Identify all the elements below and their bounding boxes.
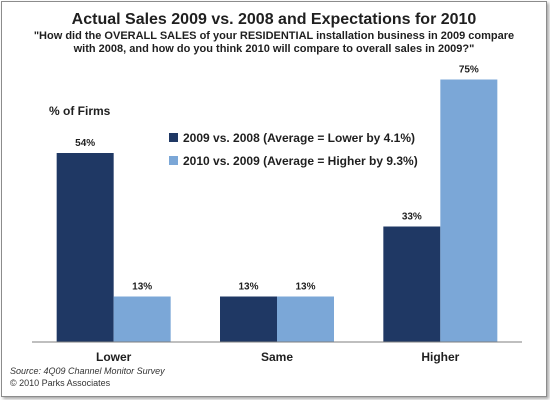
legend-swatch-series-1 bbox=[169, 133, 178, 142]
bar-same-series-1 bbox=[220, 296, 277, 342]
y-axis-label: % of Firms bbox=[49, 104, 111, 118]
data-label-same-series-1: 13% bbox=[238, 282, 258, 293]
bar-higher-series-1 bbox=[383, 226, 441, 342]
x-tick-label-same: Same bbox=[261, 350, 293, 364]
bar-lower-series-1 bbox=[56, 153, 114, 342]
chart-subtitle-line-1: "How did the OVERALL SALES of your RESID… bbox=[34, 30, 514, 42]
data-label-higher-series-1: 33% bbox=[402, 212, 422, 223]
data-label-same-series-2: 13% bbox=[295, 282, 315, 293]
data-label-higher-series-2: 75% bbox=[459, 65, 479, 76]
bar-lower-series-2 bbox=[113, 296, 171, 342]
legend-swatch-series-2 bbox=[169, 156, 178, 165]
legend: 2009 vs. 2008 (Average = Lower by 4.1%) … bbox=[169, 131, 418, 168]
chart-subtitle-line-2: with 2008, and how do you think 2010 wil… bbox=[73, 43, 475, 55]
data-labels-group: 54% 13% 13% 13% 33% 75% bbox=[75, 65, 479, 293]
data-label-lower-series-2: 13% bbox=[132, 282, 152, 293]
legend-label-series-1: 2009 vs. 2008 (Average = Lower by 4.1%) bbox=[183, 131, 415, 145]
x-tick-labels: Lower Same Higher bbox=[96, 350, 460, 364]
x-tick-label-higher: Higher bbox=[421, 350, 459, 364]
bar-same-series-2 bbox=[277, 296, 334, 342]
x-tick-label-lower: Lower bbox=[96, 350, 132, 364]
chart-title: Actual Sales 2009 vs. 2008 and Expectati… bbox=[72, 11, 477, 28]
copyright-note: © 2010 Parks Associates bbox=[10, 378, 111, 388]
data-label-lower-series-1: 54% bbox=[75, 138, 95, 149]
source-note: Source: 4Q09 Channel Monitor Survey bbox=[10, 366, 165, 376]
legend-label-series-2: 2010 vs. 2009 (Average = Higher by 9.3%) bbox=[183, 154, 418, 168]
bars-group bbox=[56, 79, 498, 342]
bar-chart: Actual Sales 2009 vs. 2008 and Expectati… bbox=[10, 11, 522, 388]
bar-higher-series-2 bbox=[440, 79, 498, 342]
